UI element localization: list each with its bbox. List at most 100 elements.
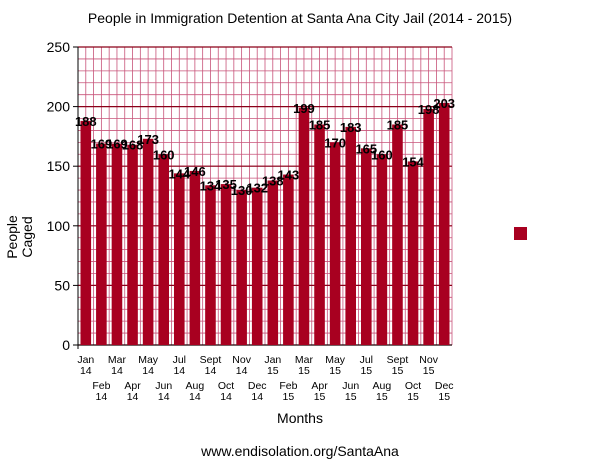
data-label: 203 xyxy=(433,96,455,111)
bar xyxy=(189,170,201,345)
data-label: 132 xyxy=(246,181,268,196)
x-tick-label-year: 15 xyxy=(438,391,450,403)
data-label: 185 xyxy=(387,117,409,132)
legend-swatch xyxy=(514,227,527,240)
x-tick-label-year: 15 xyxy=(329,365,341,377)
y-tick-label: 0 xyxy=(62,337,70,353)
x-tick-label-year: 15 xyxy=(376,391,388,403)
x-tick-label-year: 14 xyxy=(80,365,92,377)
x-tick-label-year: 15 xyxy=(314,391,326,403)
data-label: 169 xyxy=(106,137,128,152)
bar xyxy=(251,187,263,345)
bar xyxy=(158,154,170,345)
x-tick-label-year: 14 xyxy=(189,391,201,403)
x-tick-label-month: Jun xyxy=(342,380,359,392)
x-tick-label-year: 15 xyxy=(360,365,372,377)
x-tick-label-month: Apr xyxy=(124,380,141,392)
x-tick-label-year: 15 xyxy=(423,365,435,377)
y-tick-label: 50 xyxy=(54,277,70,293)
bar xyxy=(173,173,185,345)
data-label: 165 xyxy=(355,141,377,156)
y-tick-label: 150 xyxy=(47,158,71,174)
bar xyxy=(267,180,279,345)
data-label: 134 xyxy=(200,178,222,193)
x-tick-label-year: 14 xyxy=(220,391,232,403)
x-tick-label-month: Dec xyxy=(435,380,454,392)
y-tick-label: 200 xyxy=(47,99,71,115)
x-tick-label-year: 15 xyxy=(283,391,295,403)
data-label: 188 xyxy=(75,114,97,129)
x-tick-label-year: 14 xyxy=(142,365,154,377)
bar xyxy=(111,143,123,345)
source-url: www.endisolation.org/SantaAna xyxy=(201,443,399,459)
x-tick-label-month: Mar xyxy=(295,354,314,366)
x-tick-label-year: 15 xyxy=(407,391,419,403)
x-tick-label-month: Feb xyxy=(92,380,110,392)
x-tick-label-year: 14 xyxy=(111,365,123,377)
bar xyxy=(283,174,294,345)
data-label: 198 xyxy=(418,102,440,117)
bar xyxy=(376,154,388,345)
x-tick-label-month: Sept xyxy=(200,354,222,366)
x-tick-label-month: Mar xyxy=(108,354,127,366)
data-label: 130 xyxy=(231,183,253,198)
x-tick-label-month: May xyxy=(138,354,159,366)
x-tick-label-month: Nov xyxy=(419,354,438,366)
y-tick-label: 100 xyxy=(47,218,71,234)
x-tick-label-month: Aug xyxy=(186,380,205,392)
bar xyxy=(127,144,138,345)
x-tick-label-year: 14 xyxy=(173,365,185,377)
x-tick-label-month: Oct xyxy=(218,380,234,392)
bar xyxy=(236,190,247,345)
bar xyxy=(360,148,372,345)
x-tick-label-month: Jul xyxy=(360,354,373,366)
bar xyxy=(80,120,92,346)
x-tick-label-month: Dec xyxy=(248,380,267,392)
bar xyxy=(220,184,232,345)
x-tick-label-year: 14 xyxy=(127,391,139,403)
x-tick-label-year: 15 xyxy=(392,365,404,377)
x-tick-label-month: Feb xyxy=(279,380,297,392)
x-tick-label-month: Sept xyxy=(387,354,409,366)
x-tick-label-year: 14 xyxy=(158,391,170,403)
bar xyxy=(345,126,357,345)
x-tick-label-year: 14 xyxy=(251,391,263,403)
bar xyxy=(438,103,450,345)
bar xyxy=(96,143,107,345)
bar xyxy=(392,124,403,345)
x-tick-label-year: 15 xyxy=(267,365,279,377)
data-label: 183 xyxy=(340,120,362,135)
data-label: 170 xyxy=(324,135,346,150)
bar xyxy=(407,161,419,345)
bar xyxy=(314,124,325,345)
bar xyxy=(423,108,434,345)
data-label: 168 xyxy=(122,138,144,153)
x-tick-label-month: Aug xyxy=(373,380,392,392)
x-tick-label-month: Apr xyxy=(311,380,328,392)
data-label: 185 xyxy=(309,117,331,132)
x-tick-label-year: 15 xyxy=(345,391,357,403)
x-tick-label-month: May xyxy=(325,354,346,366)
data-label: 169 xyxy=(91,137,113,152)
bar xyxy=(205,185,216,345)
chart-title: People in Immigration Detention at Santa… xyxy=(87,10,513,26)
x-tick-label-year: 15 xyxy=(298,365,310,377)
x-axis-label: Months xyxy=(277,410,323,426)
data-label: 144 xyxy=(168,166,190,181)
data-label: 146 xyxy=(184,164,206,179)
x-tick-label-month: Jun xyxy=(155,380,172,392)
data-label: 143 xyxy=(278,168,300,183)
x-tick-label-year: 14 xyxy=(205,365,217,377)
data-label: 199 xyxy=(293,101,315,116)
x-tick-label-year: 14 xyxy=(96,391,108,403)
data-label: 173 xyxy=(137,132,159,147)
x-tick-label-month: Jan xyxy=(77,354,94,366)
bar xyxy=(298,107,310,346)
data-label: 154 xyxy=(402,154,424,169)
data-label: 138 xyxy=(262,174,284,189)
x-tick-label-month: Jul xyxy=(173,354,186,366)
y-tick-label: 250 xyxy=(47,39,71,55)
data-label: 160 xyxy=(371,147,393,162)
bar xyxy=(142,138,154,345)
